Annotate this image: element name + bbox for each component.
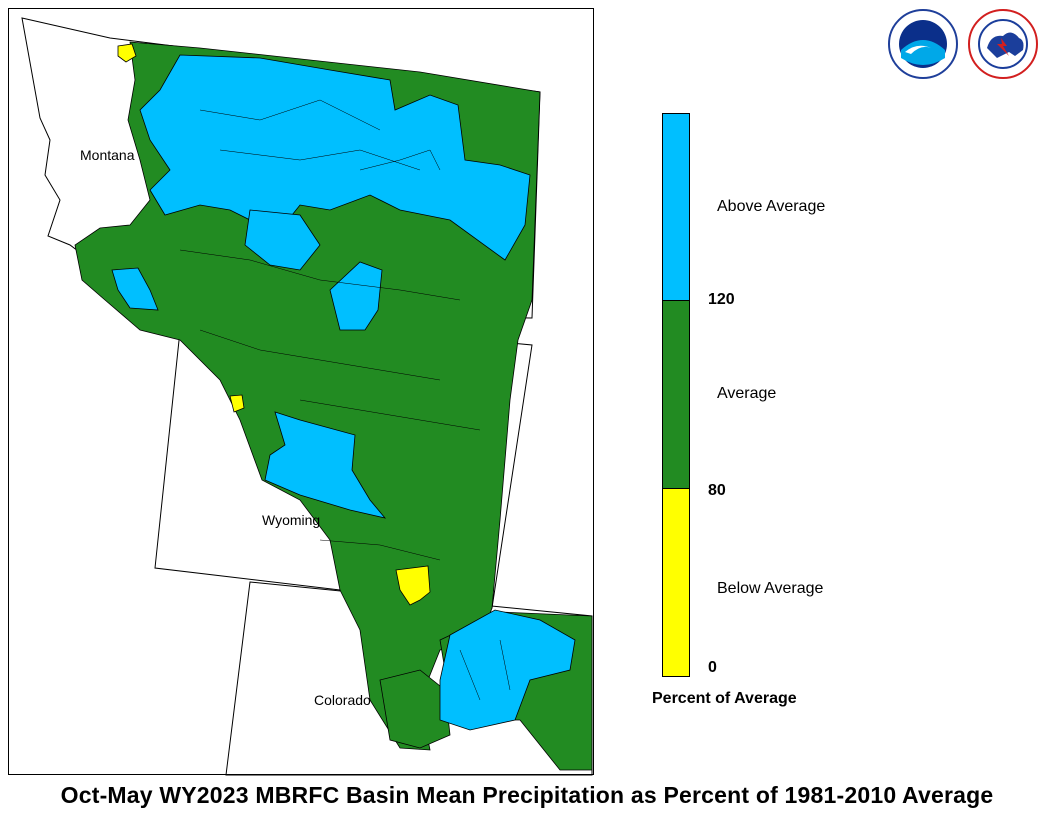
national-weather-service-logo	[968, 9, 1038, 79]
basin-west	[111, 267, 159, 311]
legend-break-0: 0	[708, 659, 717, 676]
legend-label-above-average: Above Average	[717, 198, 826, 215]
basin-wyoming-south-yellow	[395, 565, 431, 606]
basin-central-west	[244, 209, 321, 271]
legend-swatch-below-average	[662, 488, 690, 677]
noaa-logo	[888, 9, 958, 79]
basin-colorado-north	[439, 609, 576, 731]
basin-central	[329, 261, 383, 331]
state-label-montana: Montana	[80, 147, 135, 163]
below-average-basins	[117, 43, 431, 606]
above-average-basins	[111, 54, 576, 731]
basin-north-central	[139, 54, 531, 261]
map-title: Oct-May WY2023 MBRFC Basin Mean Precipit…	[60, 782, 994, 808]
basin-wyoming-west-yellow	[229, 394, 245, 413]
legend-swatch-average	[662, 300, 690, 489]
basin-wyoming-wind	[264, 411, 387, 519]
legend-break-80: 80	[708, 482, 726, 499]
sub-basin-lines	[179, 99, 511, 701]
legend-break-120: 120	[708, 291, 735, 308]
legend-title: Percent of Average	[652, 690, 797, 707]
basin-northwest-yellow	[117, 43, 137, 63]
basin-colorado-southwest	[379, 669, 451, 749]
legend-label-average: Average	[717, 385, 777, 402]
basin-map	[21, 17, 593, 776]
legend-label-below-average: Below Average	[717, 580, 824, 597]
state-label-wyoming: Wyoming	[262, 512, 321, 528]
legend-swatch-above-average	[662, 113, 690, 301]
state-label-colorado: Colorado	[314, 692, 371, 708]
